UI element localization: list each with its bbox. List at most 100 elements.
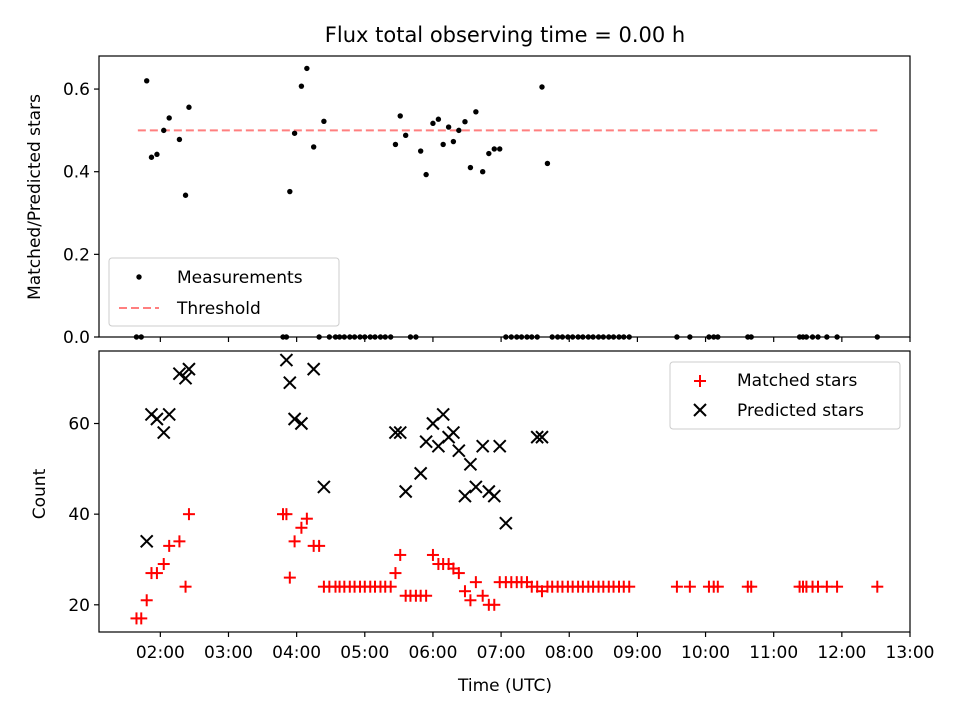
measurement-point: [824, 334, 830, 340]
measurement-point: [291, 130, 298, 136]
measurement-point: [417, 148, 424, 154]
legend-predicted-marker: [693, 403, 707, 417]
measurement-point: [462, 119, 468, 125]
measurement-point: [133, 334, 140, 340]
measurement-point: [304, 65, 310, 72]
predicted-star-point: [436, 407, 450, 422]
measurement-point: [377, 334, 384, 340]
matched-star-point: [458, 585, 471, 598]
matched-star-point: [745, 580, 758, 593]
measurement-point: [176, 136, 183, 143]
measurement-point: [310, 144, 317, 150]
matched-star-point: [288, 535, 301, 548]
predicted-star-point: [398, 484, 413, 499]
matched-star-point: [135, 612, 148, 625]
measurement-point: [539, 84, 545, 90]
measurement-point: [456, 127, 462, 134]
measurement-point: [621, 334, 627, 340]
matched-star-point: [831, 580, 844, 593]
predicted-star-point: [530, 430, 544, 444]
measurement-point: [554, 334, 561, 340]
measurement-point: [423, 171, 429, 178]
predicted-star-point: [413, 466, 428, 481]
bottom-legend: Matched stars Predicted stars: [669, 361, 901, 430]
measurement-point: [706, 334, 712, 340]
matched-star-point: [452, 567, 465, 580]
measurement-point: [479, 169, 486, 175]
measurement-point: [316, 334, 322, 340]
measurement-point: [524, 334, 530, 340]
legend-matched-marker: [694, 375, 706, 387]
measurement-point: [287, 188, 293, 195]
matched-star-point: [426, 548, 439, 561]
predicted-star-point: [493, 439, 507, 453]
predicted-star-point: [475, 439, 490, 453]
top-legend-frame: [108, 257, 340, 327]
top-plot-area: [133, 65, 880, 340]
measurement-point: [407, 334, 414, 340]
predicted-star-point: [172, 366, 187, 381]
measurement-point: [467, 164, 474, 171]
measurement-point: [440, 141, 446, 148]
matched-star-point: [182, 508, 195, 521]
measurement-point: [514, 334, 520, 340]
legend-predicted-label: Predicted stars: [737, 401, 864, 421]
matched-star-point: [670, 580, 683, 593]
measurement-point: [497, 146, 503, 152]
matched-star-point: [476, 589, 489, 602]
measurement-point: [687, 334, 693, 340]
measurement-point: [626, 334, 632, 340]
bottom-xtick-label: 09:00: [613, 643, 662, 663]
bottom-xtick-label: 05:00: [340, 643, 389, 663]
measurement-point: [559, 334, 566, 340]
bottom-ytick-label: 60: [68, 415, 90, 435]
measurement-point: [486, 150, 492, 157]
measurement-point: [283, 334, 290, 340]
matched-star-point: [389, 567, 402, 580]
measurement-point: [367, 334, 373, 340]
measurement-point: [298, 83, 305, 89]
matched-star-point: [313, 539, 326, 552]
measurement-point: [326, 334, 333, 340]
predicted-star-point: [306, 362, 321, 376]
measurement-point: [503, 334, 509, 340]
measurement-point: [357, 334, 363, 340]
measurement-point: [450, 138, 457, 145]
measurement-point: [372, 334, 378, 340]
top-ytick-label: 0.0: [63, 328, 90, 348]
measurement-point: [382, 334, 388, 340]
measurement-point: [148, 154, 155, 160]
bottom-panel: 20 40 60 02:00 03:00 04:00 05:00 06:00 07:00 08:…: [30, 350, 935, 696]
bottom-xtick-label: 08:00: [545, 643, 594, 663]
measurement-point: [166, 115, 172, 121]
predicted-star-point: [393, 425, 407, 440]
bottom-xtick-label: 03:00: [204, 643, 253, 663]
top-ylabel: Matched/Predicted stars: [25, 94, 45, 300]
matched-star-point: [140, 594, 153, 607]
bottom-legend-frame: [669, 361, 901, 430]
chart-title: Flux total observing time = 0.00 h: [325, 23, 685, 47]
legend-measurements-label: Measurements: [177, 268, 303, 288]
bottom-ytick-label: 20: [68, 596, 90, 616]
measurement-point: [834, 334, 840, 340]
predicted-star-point: [178, 371, 193, 385]
measurement-point: [600, 334, 607, 340]
matched-star-point: [464, 594, 477, 607]
predicted-star-point: [182, 362, 196, 376]
matched-star-point: [295, 521, 308, 534]
measurement-point: [161, 127, 167, 134]
measurement-point: [182, 192, 189, 198]
measurement-point: [387, 334, 394, 340]
measurement-point: [402, 132, 409, 139]
matched-star-point: [488, 598, 501, 611]
legend-threshold-label: Threshold: [176, 299, 261, 319]
matched-star-point: [711, 580, 724, 593]
bottom-xtick-label: 11:00: [749, 643, 798, 663]
bottom-xlabel: Time (UTC): [457, 676, 552, 696]
measurement-point: [809, 334, 816, 340]
measurement-point: [711, 334, 717, 340]
bottom-xtick-label: 06:00: [408, 643, 457, 663]
predicted-star-point: [388, 425, 403, 440]
measurement-point: [154, 151, 160, 158]
measurement-point: [874, 334, 880, 340]
